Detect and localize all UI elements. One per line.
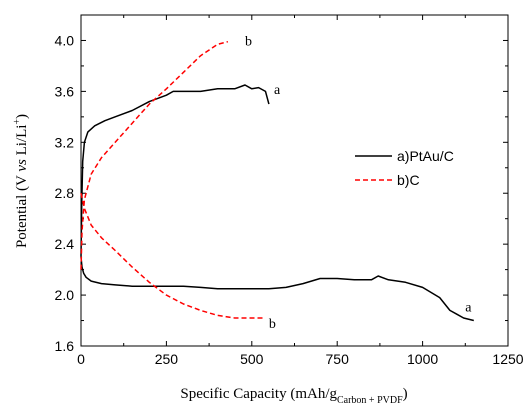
y-tick-label: 3.2 [55,134,75,150]
y-axis-title-italic: vs [14,159,30,172]
y-axis-title-sup: + [12,119,23,125]
plot-frame [80,14,509,347]
series-a-curve-0 [80,256,474,322]
legend: a)PtAu/C b)C [355,148,454,188]
curve-annotation: b [269,317,276,332]
x-axis-title-close: ) [403,386,408,402]
y-tick-label: 2.8 [55,185,75,201]
series-b-curve-0 [80,193,266,319]
x-axis-title: Specific Capacity (mAh/gCarbon + PVDF) [180,386,407,406]
y-axis-title: Potential (V vs Li/Li+) [12,114,30,248]
curve-annotation: b [245,34,252,49]
annotation-layer: a b a b [245,34,472,332]
y-axis-title-pre: Potential (V [14,172,30,248]
x-tick-label: 1000 [407,351,438,367]
x-tick-label: 750 [326,351,350,367]
x-axis-title-main: Specific Capacity (mAh/g [180,386,337,402]
legend-label-b: b)C [397,172,420,188]
series-b-curve-1 [80,40,229,270]
curve-annotation: a [465,301,472,316]
x-tick-label: 250 [155,351,179,367]
y-tick-label: 3.6 [55,83,75,99]
axes-ticks: 0 250 500 750 1000 1250 1.6 2.0 2.4 2.8 3.2 3.6 4.0 [55,15,523,367]
x-tick-label: 1250 [492,351,523,367]
y-tick-label: 2.0 [55,287,75,303]
series-a-curve-1 [80,84,270,257]
series-layer [80,40,474,322]
y-axis-title-mid: Li/Li [14,125,30,160]
x-tick-label: 500 [240,351,264,367]
y-tick-label: 4.0 [55,32,75,48]
x-axis-title-sub: Carbon + PVDF [337,395,403,406]
x-tick-label: 0 [77,351,85,367]
legend-label-a: a)PtAu/C [397,148,454,164]
y-tick-label: 1.6 [55,338,75,354]
y-axis-title-post: ) [14,114,30,119]
curve-annotation: a [274,83,281,98]
y-tick-label: 2.4 [55,236,75,252]
